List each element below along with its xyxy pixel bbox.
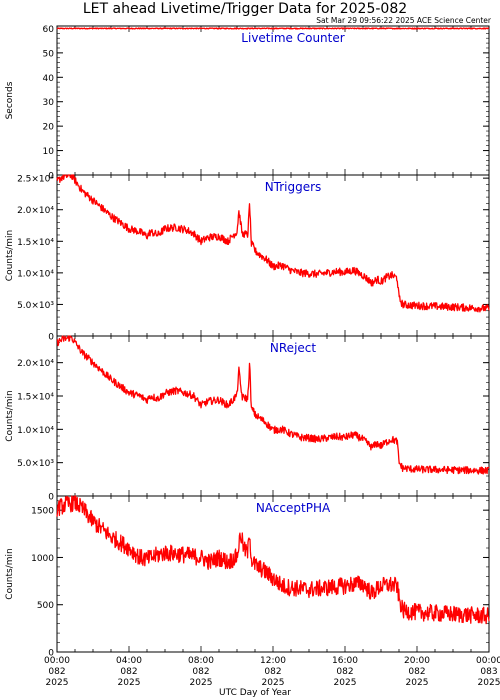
x-tick-label: 082	[264, 667, 281, 677]
y-tick-label: 2.0×10⁴	[17, 359, 54, 369]
y-axis-label: Seconds	[5, 81, 15, 119]
panel-title: NTriggers	[265, 180, 322, 194]
panel-title: NAcceptPHA	[256, 501, 331, 515]
x-tick-label: 082	[192, 667, 209, 677]
y-axis-label: Counts/min	[5, 390, 15, 441]
x-tick-label: 082	[336, 667, 353, 677]
y-tick-label: 20	[43, 123, 55, 133]
panel-title: NReject	[270, 341, 316, 355]
series-line	[56, 27, 490, 30]
panel-4: 0 500 1000 1500 Counts/min NAcceptPHA	[5, 495, 490, 659]
panel-frame	[56, 25, 490, 176]
panel-title: Livetime Counter	[241, 31, 344, 45]
panel-frame	[56, 174, 490, 337]
panel-frame	[56, 335, 490, 497]
y-axis-label: Counts/min	[5, 548, 15, 599]
y-tick-label: 1.0×10⁴	[17, 269, 54, 279]
panel-1: 0 10 20 30 40 50 60 Seconds Livetime Counter	[5, 25, 490, 182]
x-tick-label: 2025	[478, 678, 500, 688]
y-tick-label: 0	[48, 172, 54, 182]
y-tick-label: 0	[48, 649, 54, 659]
x-tick-label: 2025	[190, 678, 213, 688]
y-tick-label: 0	[48, 493, 54, 503]
y-tick-label: 500	[37, 601, 54, 611]
y-tick-label: 1000	[31, 554, 54, 564]
x-tick-label: 2025	[46, 678, 69, 688]
x-tick-label: 08:00	[188, 656, 214, 666]
series-line	[56, 174, 490, 313]
x-axis-label: UTC Day of Year	[219, 688, 291, 698]
y-tick-label: 50	[43, 49, 55, 59]
y-tick-label: 1.5×10⁴	[17, 238, 54, 248]
panel-3: 0 5.0×10³ 1.0×10⁴ 1.5×10⁴ 2.0×10⁴ Counts/min N…	[5, 335, 490, 503]
x-tick-label: 20:00	[404, 656, 430, 666]
x-tick-label: 2025	[118, 678, 141, 688]
x-tick-label: 083	[480, 667, 497, 677]
y-tick-label: 1500	[31, 507, 54, 517]
y-tick-label: 40	[43, 74, 55, 84]
x-tick-label: 2025	[334, 678, 357, 688]
x-tick-label: 082	[120, 667, 137, 677]
x-tick-label: 00:00	[44, 656, 70, 666]
x-tick-label: 2025	[262, 678, 285, 688]
x-tick-label: 12:00	[260, 656, 286, 666]
y-tick-label: 60	[43, 25, 55, 35]
y-tick-label: 2.0×10⁴	[17, 206, 54, 216]
series-line	[56, 335, 490, 475]
x-axis: 00:00082202504:00082202508:00082202512:0…	[44, 656, 500, 688]
x-tick-label: 00:00	[476, 656, 500, 666]
timestamp-label: Sat Mar 29 09:56:22 2025 ACE Science Cen…	[316, 16, 492, 25]
panels-group: 0 10 20 30 40 50 60 Seconds Livetime Counter 0 5.0…	[5, 25, 490, 659]
x-tick-label: 2025	[406, 678, 429, 688]
x-tick-label: 082	[48, 667, 65, 677]
y-tick-label: 1.0×10⁴	[17, 426, 54, 436]
y-tick-label: 2.5×10⁴	[17, 175, 54, 185]
y-tick-label: 5.0×10³	[17, 301, 54, 311]
series-line	[56, 495, 490, 625]
x-tick-label: 16:00	[332, 656, 358, 666]
y-tick-label: 5.0×10³	[17, 459, 54, 469]
panel-2: 0 5.0×10³ 1.0×10⁴ 1.5×10⁴ 2.0×10⁴ 2.5×10⁴ Coun…	[5, 174, 490, 343]
chart-title: LET ahead Livetime/Trigger Data for 2025…	[83, 1, 407, 17]
x-tick-label: 082	[408, 667, 425, 677]
panel-frame	[56, 495, 490, 653]
y-axis-label: Counts/min	[5, 230, 15, 281]
y-tick-label: 0	[48, 333, 54, 343]
x-tick-label: 04:00	[116, 656, 142, 666]
y-tick-label: 10	[43, 147, 55, 157]
y-tick-label: 1.5×10⁴	[17, 393, 54, 403]
y-tick-label: 30	[43, 98, 55, 108]
